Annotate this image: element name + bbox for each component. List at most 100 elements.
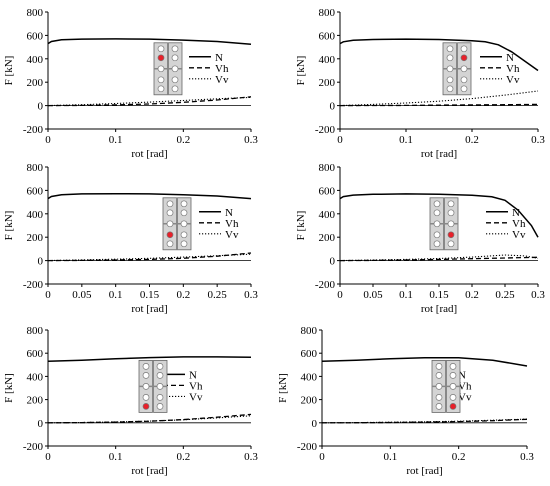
- highlighted-bolt: [447, 231, 455, 239]
- bolt: [447, 200, 455, 208]
- bolt: [180, 200, 188, 208]
- y-tick-label: 600: [319, 185, 336, 197]
- x-tick-label: 0: [45, 134, 51, 146]
- x-tick-label: 0.3: [244, 134, 258, 146]
- x-tick-label: 0.2: [176, 289, 190, 301]
- legend-label-n: N: [512, 207, 520, 219]
- x-tick-label: 0.3: [531, 134, 545, 146]
- x-tick-label: 0.2: [176, 134, 190, 146]
- highlighted-bolt: [460, 54, 468, 62]
- x-tick-label: 0.3: [244, 451, 258, 463]
- bolt: [171, 54, 179, 62]
- x-tick-label: 0: [337, 289, 343, 301]
- bolt: [435, 383, 443, 390]
- x-tick-label: 0.3: [520, 451, 534, 463]
- y-tick-label: 200: [27, 77, 44, 89]
- bolt: [433, 209, 441, 217]
- x-tick-label: 0.3: [244, 289, 258, 301]
- x-tick-label: 0.2: [176, 451, 190, 463]
- x-tick-label: 0.25: [495, 289, 515, 301]
- bolt: [446, 45, 454, 53]
- bolt: [142, 363, 150, 370]
- x-axis-label: rot [rad]: [131, 465, 167, 477]
- y-tick-label: 0: [330, 256, 336, 268]
- bolt: [180, 231, 188, 239]
- bolt: [460, 65, 468, 73]
- y-tick-label: 200: [319, 77, 336, 89]
- y-tick-label: -200: [23, 124, 44, 136]
- y-tick-label: -200: [23, 279, 44, 291]
- legend-label-vh: Vh: [215, 63, 229, 75]
- bolt: [156, 363, 164, 370]
- y-tick-label: 800: [27, 162, 44, 174]
- y-tick-label: 600: [301, 348, 318, 360]
- bolt: [433, 240, 441, 248]
- legend-label-vh: Vh: [225, 218, 239, 230]
- x-tick-label: 0: [337, 134, 343, 146]
- x-tick-label: 0.1: [399, 289, 413, 301]
- bolt: [446, 54, 454, 62]
- bolt: [447, 240, 455, 248]
- series-line-vh: [321, 418, 528, 424]
- y-tick-label: 0: [312, 418, 318, 430]
- bolt-connection-diagram: [138, 359, 168, 413]
- x-axis-label: rot [rad]: [131, 148, 167, 160]
- y-tick-label: 200: [319, 232, 336, 244]
- bolt: [171, 65, 179, 73]
- bolt-connection-diagram: [431, 359, 461, 413]
- highlighted-bolt: [157, 54, 165, 62]
- y-tick-label: 400: [319, 209, 336, 221]
- x-tick-label: 0: [319, 451, 325, 463]
- bolt: [156, 383, 164, 390]
- y-tick-label: 800: [319, 7, 336, 19]
- bolt: [435, 363, 443, 370]
- y-tick-label: -200: [23, 441, 44, 453]
- bolt: [166, 200, 174, 208]
- x-tick-label: 0: [45, 289, 51, 301]
- bolt: [142, 394, 150, 401]
- y-tick-label: 0: [38, 256, 44, 268]
- bolt: [449, 372, 457, 379]
- x-tick-label: 0.1: [109, 289, 123, 301]
- bolt: [157, 76, 165, 84]
- bolt: [166, 209, 174, 217]
- y-tick-label: 600: [27, 185, 44, 197]
- y-axis-label: F [kN]: [3, 56, 15, 86]
- legend-label-vv: Vv: [225, 229, 239, 241]
- legend-label-vh: Vh: [512, 218, 526, 230]
- bolt: [435, 403, 443, 410]
- y-tick-label: 600: [27, 348, 44, 360]
- x-tick-label: 0.1: [383, 451, 397, 463]
- y-tick-label: 200: [301, 395, 318, 407]
- bolt: [156, 394, 164, 401]
- bolt: [171, 45, 179, 53]
- x-tick-label: 0.3: [531, 289, 545, 301]
- bolt: [449, 394, 457, 401]
- x-tick-label: 0.1: [109, 451, 123, 463]
- y-tick-label: 200: [27, 232, 44, 244]
- x-tick-label: 0.05: [363, 289, 383, 301]
- bolt: [433, 200, 441, 208]
- bolt: [180, 240, 188, 248]
- x-axis-label: rot [rad]: [406, 465, 442, 477]
- bolt-connection-diagram: [162, 197, 192, 251]
- y-tick-label: 0: [38, 418, 44, 430]
- bolt: [460, 45, 468, 53]
- highlighted-bolt: [142, 403, 150, 410]
- bolt: [166, 240, 174, 248]
- bolt: [446, 76, 454, 84]
- legend-label-vh: Vh: [189, 380, 203, 392]
- bolt: [157, 65, 165, 73]
- series-line-vv: [47, 96, 252, 107]
- legend-label-n: N: [189, 369, 197, 381]
- bolt: [156, 372, 164, 379]
- y-tick-label: 400: [27, 209, 44, 221]
- x-tick-label: 0.2: [452, 451, 466, 463]
- x-tick-label: 0.15: [429, 289, 449, 301]
- x-tick-label: 0.1: [109, 134, 123, 146]
- bolt: [449, 383, 457, 390]
